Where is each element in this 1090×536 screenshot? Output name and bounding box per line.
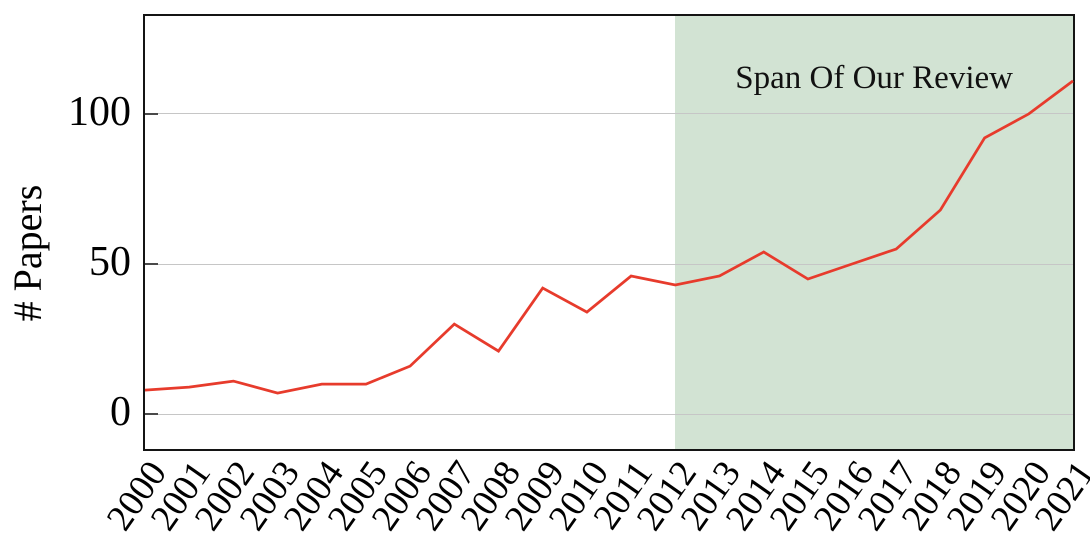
gridline-y-0 bbox=[145, 413, 1073, 415]
span-annotation-label: Span Of Our Review bbox=[735, 60, 1013, 96]
y-tick-label-0: 0 bbox=[110, 389, 131, 436]
y-tick-label-50: 50 bbox=[89, 239, 131, 286]
y-axis-label: # Papers bbox=[5, 184, 50, 322]
gridline-y-100 bbox=[145, 113, 1073, 115]
y-axis-tick-50 bbox=[145, 263, 158, 265]
y-axis-tick-100 bbox=[145, 113, 158, 115]
plot-area: Span Of Our Review bbox=[143, 14, 1075, 451]
gridline-y-50 bbox=[145, 263, 1073, 265]
papers-line-series bbox=[144, 79, 1074, 395]
y-axis-tick-0 bbox=[145, 413, 158, 415]
y-tick-label-100: 100 bbox=[68, 88, 131, 135]
papers-line-chart bbox=[144, 79, 1074, 395]
review-span-band bbox=[675, 16, 1073, 449]
